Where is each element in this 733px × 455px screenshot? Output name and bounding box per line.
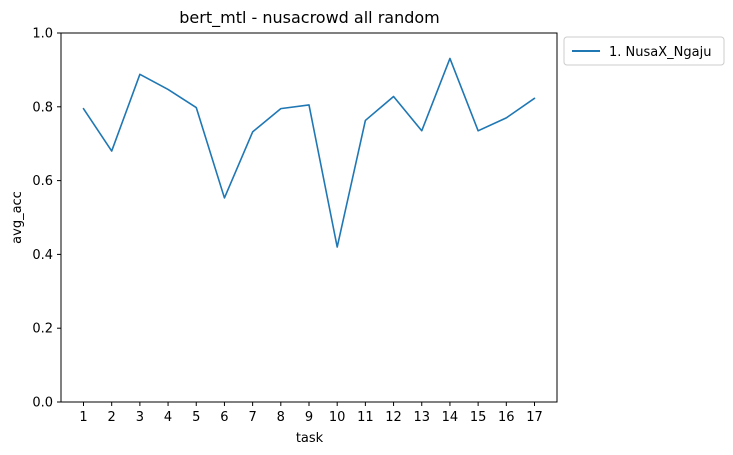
y-axis-label: avg_acc [10,191,25,244]
legend-box [563,36,725,66]
y-axis-ticks: 0.0 0.2 0.4 0.6 0.8 1.0 [32,27,61,411]
x-tick-label: 7 [248,410,256,425]
x-axis-label: task [296,431,324,446]
legend: 1. NusaX_Ngaju [563,36,725,66]
y-tick-label: 0.8 [32,100,53,115]
x-tick-label: 1 [79,410,87,425]
x-tick-label: 10 [329,410,346,425]
x-tick-label: 5 [192,410,200,425]
y-tick-label: 1.0 [32,27,53,42]
x-tick-label: 4 [164,410,172,425]
x-tick-label: 8 [277,410,285,425]
y-tick-label: 0.6 [32,174,53,189]
x-tick-label: 2 [108,410,116,425]
series-layer [82,57,536,248]
x-tick-label: 9 [305,410,313,425]
series-line [82,57,536,248]
x-tick-label: 13 [413,410,430,425]
x-tick-label: 3 [136,410,144,425]
x-axis-ticks: 1 2 3 4 5 6 7 8 9 10 11 12 13 14 15 16 17 [79,402,543,425]
chart-title: bert_mtl - nusacrowd all random [179,8,440,28]
x-tick-label: 15 [470,410,487,425]
legend-label: 1. NusaX_Ngaju [609,45,711,60]
x-tick-label: 6 [220,410,228,425]
x-tick-label: 11 [357,410,374,425]
x-tick-label: 17 [526,410,543,425]
x-tick-label: 16 [498,410,515,425]
x-tick-label: 12 [385,410,402,425]
y-tick-label: 0.0 [32,396,53,411]
y-tick-label: 0.2 [32,322,53,337]
x-tick-label: 14 [442,410,459,425]
y-tick-label: 0.4 [32,248,53,263]
